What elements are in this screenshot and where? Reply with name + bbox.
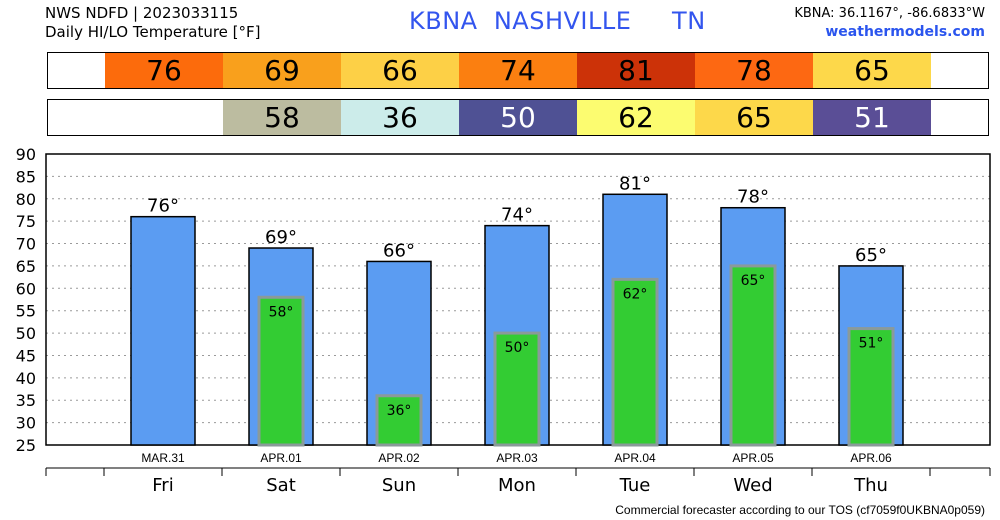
y-tick-label: 35 bbox=[16, 391, 36, 410]
y-tick-label: 25 bbox=[16, 436, 36, 455]
high-temp-cell: 65 bbox=[813, 53, 931, 88]
footer-note: Commercial forecaster according to our T… bbox=[615, 503, 985, 517]
day-label: Thu bbox=[853, 475, 888, 496]
low-value-label: 51° bbox=[859, 336, 884, 352]
low-temp-cell: 36 bbox=[341, 100, 459, 135]
high-value-label: 69° bbox=[265, 227, 297, 248]
y-tick-label: 60 bbox=[16, 279, 36, 298]
header-left: NWS NDFD | 2023033115 Daily HI/LO Temper… bbox=[45, 4, 261, 42]
station-coords: KBNA: 36.1167°, -86.6833°W bbox=[794, 6, 985, 21]
y-tick-label: 80 bbox=[16, 190, 36, 209]
low-temp-cell: 65 bbox=[695, 100, 813, 135]
day-label: Wed bbox=[733, 475, 772, 496]
site-link[interactable]: weathermodels.com bbox=[825, 24, 985, 40]
low-temp-cell: 58 bbox=[223, 100, 341, 135]
y-tick-label: 75 bbox=[16, 212, 36, 231]
day-label: Fri bbox=[152, 475, 173, 496]
high-temp-cell: 66 bbox=[341, 53, 459, 88]
y-tick-label: 55 bbox=[16, 302, 36, 321]
high-bar bbox=[130, 215, 196, 446]
low-temp-cell bbox=[105, 100, 223, 135]
low-value-label: 36° bbox=[387, 403, 412, 419]
low-bar bbox=[493, 331, 541, 447]
y-tick-label: 65 bbox=[16, 257, 36, 276]
day-label: Mon bbox=[498, 475, 536, 496]
y-tick-label: 45 bbox=[16, 346, 36, 365]
y-tick-label: 40 bbox=[16, 369, 36, 388]
low-temp-cell: 51 bbox=[813, 100, 931, 135]
day-label: Sat bbox=[266, 475, 296, 496]
low-temp-cell: 50 bbox=[459, 100, 577, 135]
low-value-label: 62° bbox=[623, 286, 648, 302]
date-label: APR.02 bbox=[378, 451, 420, 465]
station-title: KBNA NASHVILLE TN bbox=[409, 7, 706, 35]
day-label: Tue bbox=[619, 475, 651, 496]
y-tick-label: 90 bbox=[16, 145, 36, 164]
product-line: NWS NDFD | 2023033115 bbox=[45, 4, 239, 22]
date-label: APR.05 bbox=[732, 451, 774, 465]
day-label: Sun bbox=[382, 475, 416, 496]
low-value-label: 58° bbox=[269, 304, 294, 320]
y-tick-label: 30 bbox=[16, 414, 36, 433]
header-right: KBNA: 36.1167°, -86.6833°W weathermodels… bbox=[794, 4, 985, 42]
high-value-label: 78° bbox=[737, 187, 769, 208]
high-value-label: 66° bbox=[383, 240, 415, 261]
high-temp-cell: 76 bbox=[105, 53, 223, 88]
high-value-label: 76° bbox=[147, 196, 179, 217]
high-temp-cell: 78 bbox=[695, 53, 813, 88]
high-temp-cell: 69 bbox=[223, 53, 341, 88]
low-temp-strip: 58 36 50 62 65 51 bbox=[47, 99, 989, 136]
variable-line: Daily HI/LO Temperature [°F] bbox=[45, 23, 261, 41]
date-label: APR.04 bbox=[614, 451, 656, 465]
high-temp-cell: 81 bbox=[577, 53, 695, 88]
y-tick-label: 70 bbox=[16, 235, 36, 254]
date-label: APR.01 bbox=[260, 451, 302, 465]
low-bar bbox=[257, 295, 305, 447]
low-bar bbox=[375, 394, 423, 447]
low-bar bbox=[611, 277, 659, 447]
high-value-label: 81° bbox=[619, 173, 651, 194]
high-value-label: 74° bbox=[501, 205, 533, 226]
y-tick-label: 50 bbox=[16, 324, 36, 343]
date-label: APR.03 bbox=[496, 451, 538, 465]
y-tick-label: 85 bbox=[16, 167, 36, 186]
date-label: MAR.31 bbox=[141, 451, 185, 465]
high-value-label: 65° bbox=[855, 245, 887, 266]
low-value-label: 50° bbox=[505, 340, 530, 356]
low-value-label: 65° bbox=[741, 273, 766, 289]
low-temp-cell: 62 bbox=[577, 100, 695, 135]
high-temp-cell: 74 bbox=[459, 53, 577, 88]
low-bar bbox=[729, 264, 777, 447]
high-temp-strip: 76 69 66 74 81 78 65 bbox=[47, 52, 989, 89]
low-bar bbox=[847, 327, 895, 447]
date-label: APR.06 bbox=[850, 451, 892, 465]
